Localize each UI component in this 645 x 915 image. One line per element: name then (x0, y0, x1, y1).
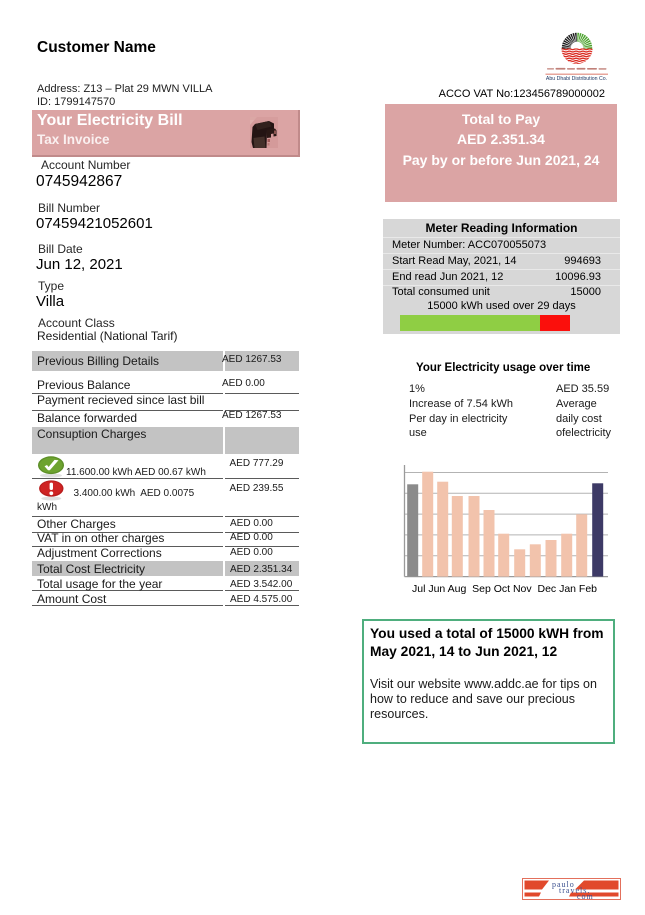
svg-text:paulo: paulo (552, 880, 575, 889)
svg-text:com: com (577, 892, 594, 900)
svg-text:Abu Dhabi Distribution Co.: Abu Dhabi Distribution Co. (546, 76, 607, 82)
svg-text:travels.: travels. (559, 886, 590, 895)
